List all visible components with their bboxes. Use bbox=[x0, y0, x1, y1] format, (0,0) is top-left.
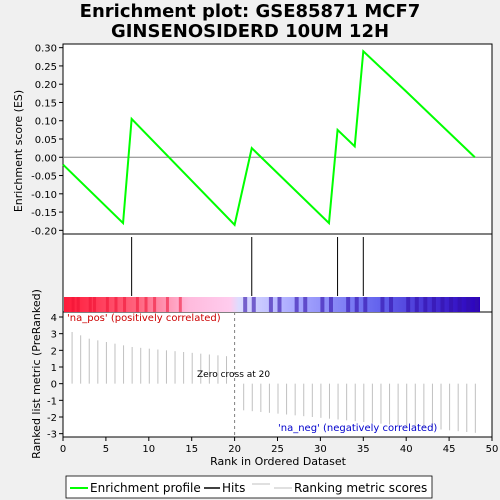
es-tick-label: -0.20 bbox=[31, 226, 57, 237]
metric-tick-label: 3 bbox=[51, 330, 57, 341]
x-tick-label: 30 bbox=[314, 444, 327, 455]
metric-tick-label: 2 bbox=[51, 346, 57, 357]
band-stripe bbox=[354, 297, 359, 312]
x-tick-label: 0 bbox=[60, 444, 66, 455]
es-tick-label: -0.15 bbox=[31, 208, 57, 219]
x-tick-label: 5 bbox=[103, 444, 109, 455]
chart-title: Enrichment plot: GSE85871 MCF7 GINSENOSI… bbox=[0, 2, 500, 42]
es-tick-label: 0.25 bbox=[35, 62, 57, 73]
x-tick-label: 40 bbox=[400, 444, 413, 455]
band-stripe bbox=[440, 297, 445, 312]
metric-tick-label: 4 bbox=[51, 313, 57, 324]
metric-panel bbox=[62, 311, 493, 438]
x-axis: 0 5 10 15 20 25 30 35 40 45 50 bbox=[60, 437, 499, 455]
band-stripe bbox=[105, 297, 109, 312]
x-tick-label: 35 bbox=[357, 444, 370, 455]
band-stripe bbox=[135, 297, 139, 312]
band-stripe bbox=[251, 297, 256, 312]
neg-correlated-label: 'na_neg' (negatively correlated) bbox=[278, 423, 437, 434]
band-stripe bbox=[114, 297, 118, 312]
metric-tick-label: -3 bbox=[47, 430, 57, 441]
band-stripe bbox=[380, 297, 385, 312]
band-stripe bbox=[178, 297, 182, 312]
band-stripe bbox=[406, 297, 411, 312]
band-stripe bbox=[474, 297, 479, 312]
metric-tick-label: -1 bbox=[47, 396, 57, 407]
x-axis-label: Rank in Ordered Dataset bbox=[210, 455, 347, 468]
legend-item-metric: Ranking metric scores bbox=[294, 481, 427, 495]
band-stripe bbox=[423, 297, 428, 312]
band-stripe bbox=[328, 297, 333, 312]
x-tick-label: 45 bbox=[443, 444, 456, 455]
x-tick-label: 15 bbox=[185, 444, 198, 455]
band-stripe bbox=[93, 297, 97, 312]
es-tick-label: 0.30 bbox=[35, 44, 57, 55]
chart-title-line1: Enrichment plot: GSE85871 MCF7 bbox=[79, 1, 421, 22]
zero-cross-label: Zero cross at 20 bbox=[197, 370, 270, 380]
es-tick-label: 0.15 bbox=[35, 98, 57, 109]
es-tick-label: 0.05 bbox=[35, 135, 57, 146]
band-stripe bbox=[294, 297, 299, 312]
es-axis: 0.30 0.25 0.20 0.15 0.10 0.05 0.00 -0.05 -0.10 -0… bbox=[31, 44, 63, 237]
band-stripe bbox=[389, 297, 394, 312]
es-tick-label: 0.00 bbox=[35, 153, 57, 164]
band-stripe bbox=[414, 297, 419, 312]
pos-correlated-label: 'na_pos' (positively correlated) bbox=[67, 313, 221, 324]
band-stripe bbox=[165, 297, 169, 312]
metric-axis: 4 3 2 1 0 -1 -2 -3 bbox=[47, 313, 63, 441]
x-tick-label: 20 bbox=[228, 444, 241, 455]
es-tick-label: -0.10 bbox=[31, 190, 57, 201]
band-stripe bbox=[76, 297, 80, 312]
es-tick-label: -0.05 bbox=[31, 172, 57, 183]
band-stripe bbox=[277, 297, 282, 312]
band-stripe bbox=[431, 297, 436, 312]
band-stripe bbox=[123, 297, 127, 312]
band-stripe bbox=[320, 297, 325, 312]
metric-bars bbox=[71, 332, 476, 433]
band-stripe bbox=[303, 297, 308, 312]
x-tick-label: 10 bbox=[142, 444, 155, 455]
band-stripe bbox=[243, 297, 248, 312]
es-panel bbox=[62, 43, 493, 235]
metric-axis-label: Ranked list metric (PreRanked) bbox=[30, 289, 43, 459]
rank-band-stripes bbox=[71, 297, 479, 312]
band-stripe bbox=[268, 297, 273, 312]
legend-item-profile: Enrichment profile bbox=[90, 481, 201, 495]
band-stripe bbox=[144, 297, 148, 312]
enrichment-profile-line bbox=[62, 49, 476, 227]
metric-tick-label: 0 bbox=[51, 380, 57, 391]
band-stripe bbox=[457, 297, 462, 312]
band-stripe bbox=[449, 297, 454, 312]
band-stripe bbox=[71, 297, 75, 312]
metric-tick-label: 1 bbox=[51, 363, 57, 374]
hit-lines bbox=[131, 237, 364, 296]
legend bbox=[65, 475, 433, 499]
es-tick-label: 0.20 bbox=[35, 80, 57, 91]
band-stripe bbox=[153, 297, 157, 312]
band-stripe bbox=[363, 297, 368, 312]
band-stripe bbox=[466, 297, 471, 312]
x-tick-label: 50 bbox=[486, 444, 499, 455]
legend-item-hits: Hits bbox=[222, 481, 245, 495]
es-axis-label: Enrichment score (ES) bbox=[12, 90, 25, 212]
band-stripe bbox=[88, 297, 92, 312]
band-stripe bbox=[346, 297, 351, 312]
es-tick-label: 0.10 bbox=[35, 117, 57, 128]
metric-tick-label: -2 bbox=[47, 413, 57, 424]
chart-title-line2: GINSENOSIDERD 10UM 12H bbox=[110, 21, 390, 42]
x-tick-label: 25 bbox=[271, 444, 284, 455]
